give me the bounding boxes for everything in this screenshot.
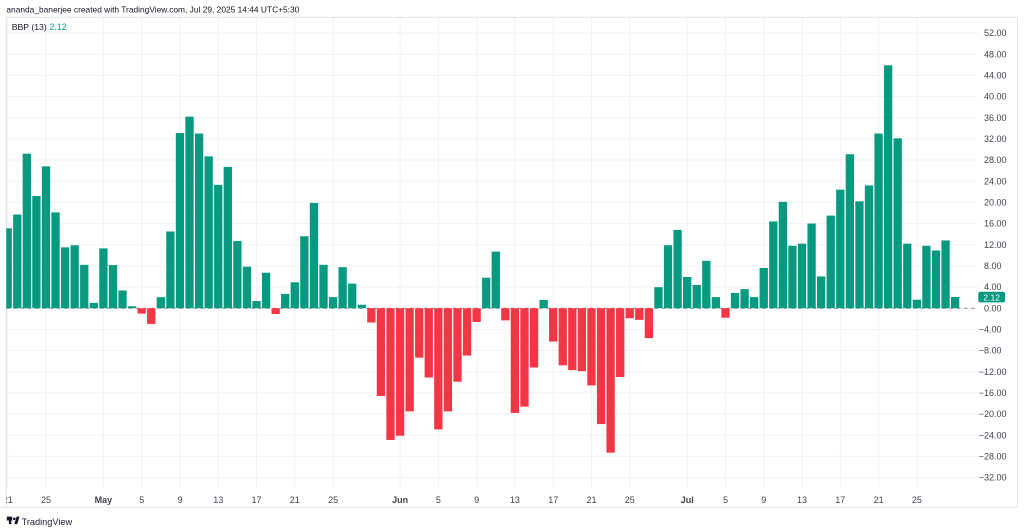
- svg-text:44.00: 44.00: [984, 71, 1007, 81]
- svg-text:−16.00: −16.00: [979, 388, 1007, 398]
- svg-text:24.00: 24.00: [984, 176, 1007, 186]
- svg-text:13: 13: [213, 495, 223, 505]
- svg-text:40.00: 40.00: [984, 92, 1007, 102]
- svg-text:2.12: 2.12: [983, 292, 1000, 302]
- svg-text:5: 5: [139, 495, 144, 505]
- svg-text:ananda_banerjee created with T: ananda_banerjee created with TradingView…: [6, 5, 299, 15]
- svg-text:Jun: Jun: [392, 495, 408, 505]
- svg-text:17: 17: [548, 495, 558, 505]
- svg-text:5: 5: [436, 495, 441, 505]
- svg-text:21: 21: [586, 495, 596, 505]
- svg-text:−8.00: −8.00: [979, 346, 1002, 356]
- svg-text:20.00: 20.00: [984, 198, 1007, 208]
- svg-text:28.00: 28.00: [984, 155, 1007, 165]
- svg-text:9: 9: [761, 495, 766, 505]
- svg-text:−12.00: −12.00: [979, 367, 1007, 377]
- svg-text:−24.00: −24.00: [979, 430, 1007, 440]
- svg-text:13: 13: [510, 495, 520, 505]
- svg-text:−32.00: −32.00: [979, 473, 1007, 483]
- svg-text:9: 9: [474, 495, 479, 505]
- svg-text:25: 25: [625, 495, 635, 505]
- svg-text:0.00: 0.00: [984, 303, 1002, 313]
- svg-text:48.00: 48.00: [984, 49, 1007, 59]
- svg-text:13: 13: [797, 495, 807, 505]
- svg-text:2.12: 2.12: [49, 22, 66, 32]
- svg-text:9: 9: [177, 495, 182, 505]
- svg-text:−4.00: −4.00: [979, 325, 1002, 335]
- svg-text:21: 21: [3, 495, 13, 505]
- svg-text:25: 25: [41, 495, 51, 505]
- svg-text:25: 25: [912, 495, 922, 505]
- svg-text:12.00: 12.00: [984, 240, 1007, 250]
- svg-text:16.00: 16.00: [984, 219, 1007, 229]
- svg-text:BBP (13): BBP (13): [12, 22, 47, 32]
- svg-text:25: 25: [328, 495, 338, 505]
- svg-text:32.00: 32.00: [984, 134, 1007, 144]
- svg-text:8.00: 8.00: [984, 261, 1002, 271]
- svg-text:17: 17: [835, 495, 845, 505]
- svg-text:21: 21: [874, 495, 884, 505]
- svg-text:Jul: Jul: [681, 495, 694, 505]
- svg-text:−20.00: −20.00: [979, 409, 1007, 419]
- svg-text:5: 5: [723, 495, 728, 505]
- svg-text:TradingView: TradingView: [22, 517, 73, 527]
- svg-text:−28.00: −28.00: [979, 452, 1007, 462]
- svg-text:21: 21: [290, 495, 300, 505]
- svg-text:4.00: 4.00: [984, 282, 1002, 292]
- svg-text:17: 17: [251, 495, 261, 505]
- svg-text:May: May: [95, 495, 113, 505]
- svg-text:52.00: 52.00: [984, 28, 1007, 38]
- svg-text:36.00: 36.00: [984, 113, 1007, 123]
